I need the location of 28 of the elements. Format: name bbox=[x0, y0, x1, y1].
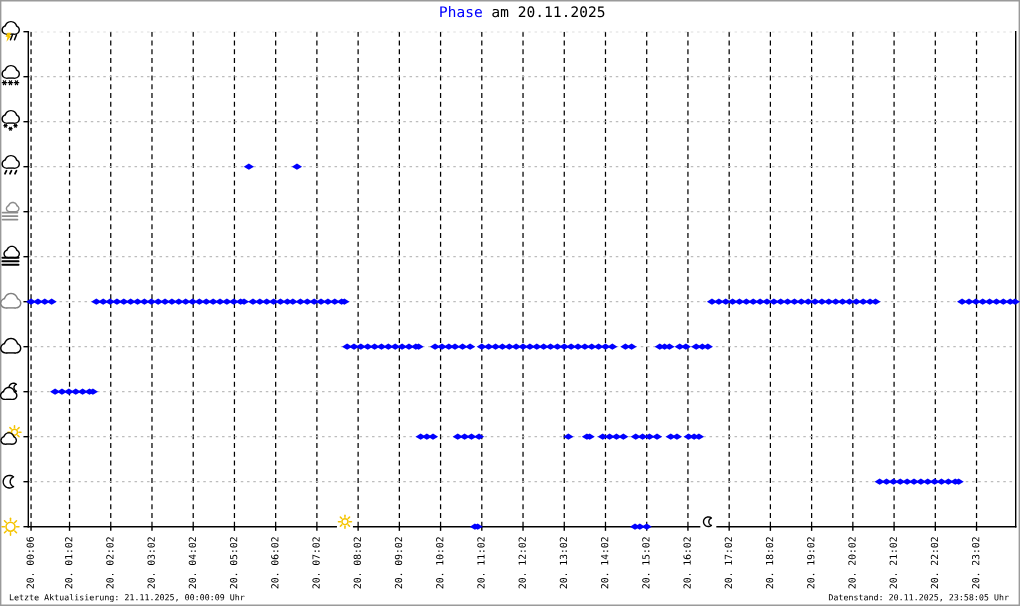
x-tick-label: 20. 23:02 bbox=[972, 537, 980, 589]
x-tick-label: 20. 22:02 bbox=[930, 537, 939, 589]
x-tick-label: 20. 03:02 bbox=[147, 537, 155, 589]
x-tick-label: 20. 11:02 bbox=[477, 537, 485, 589]
x-tick-label: 20. 04:02 bbox=[188, 537, 197, 589]
text: Phase bbox=[440, 5, 482, 18]
x-tick-label: 20. 21:02 bbox=[889, 537, 897, 589]
x-tick-label: 20. 12:02 bbox=[518, 537, 526, 589]
text: Datenstand: 20.11.2025, 23:58:05 Uhr bbox=[828, 593, 1009, 602]
x-tick-label: 20. 06:02 bbox=[271, 537, 279, 589]
chart-title: am 20.11.2025 bbox=[492, 6, 605, 18]
x-tick-label: 20. 16:02 bbox=[683, 537, 691, 589]
x-tick-label: 20. 02:02 bbox=[106, 537, 114, 589]
x-tick-label: 20. 07:02 bbox=[312, 537, 320, 589]
x-tick-label: 20. 10:02 bbox=[436, 537, 444, 589]
text: Letzte Aktualisierung: 21.11.2025, 00:00:09 Uhr bbox=[9, 593, 245, 603]
x-tick-label: 20. 08:02 bbox=[353, 537, 361, 589]
x-tick-label: 20. 20:02 bbox=[848, 537, 856, 589]
x-tick-label: 20. 01:02 bbox=[65, 537, 73, 589]
x-tick-label: 20. 18:02 bbox=[765, 537, 774, 589]
x-tick-label: 20. 05:02 bbox=[229, 537, 238, 589]
x-tick-label: 20. 13:02 bbox=[559, 537, 568, 589]
x-tick-label: 20. 19:02 bbox=[807, 537, 815, 589]
x-tick-label: 20. 15:02 bbox=[642, 537, 650, 589]
x-tick-label: 20. 00:06 bbox=[26, 537, 34, 589]
x-tick-label: 20. 09:02 bbox=[394, 537, 403, 589]
x-tick-label: 20. 14:02 bbox=[600, 537, 609, 589]
x-tick-label: 20. 17:02 bbox=[724, 537, 733, 589]
